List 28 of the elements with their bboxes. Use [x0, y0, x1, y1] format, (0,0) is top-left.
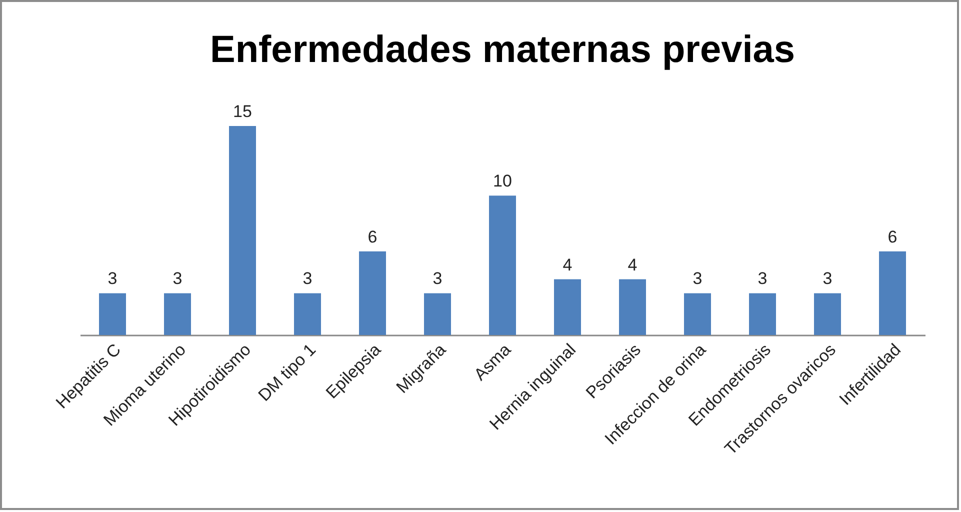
- data-label: 3: [432, 269, 442, 288]
- bar: [684, 293, 711, 335]
- data-label: 3: [758, 269, 768, 288]
- data-label: 4: [628, 255, 638, 274]
- bar: [814, 293, 841, 335]
- data-label: 3: [108, 269, 118, 288]
- data-label: 10: [493, 172, 512, 191]
- data-label: 3: [822, 269, 832, 288]
- bar: [619, 279, 646, 335]
- bar: [424, 293, 451, 335]
- bar: [749, 293, 776, 335]
- bar: [164, 293, 191, 335]
- chart-title: Enfermedades maternas previas: [210, 29, 796, 71]
- data-label: 3: [172, 269, 182, 288]
- bar: [879, 251, 906, 335]
- data-label: 6: [888, 227, 898, 246]
- bar: [99, 293, 126, 335]
- data-label: 3: [692, 269, 702, 288]
- bar: [229, 126, 256, 335]
- bar: [554, 279, 581, 335]
- bar: [294, 293, 321, 335]
- data-label: 6: [368, 227, 378, 246]
- data-label: 15: [233, 102, 252, 121]
- bar: [489, 196, 516, 335]
- bar: [359, 251, 386, 335]
- x-tick-label: DM tipo 1: [254, 340, 320, 405]
- data-label: 4: [562, 255, 572, 274]
- data-label: 3: [302, 269, 312, 288]
